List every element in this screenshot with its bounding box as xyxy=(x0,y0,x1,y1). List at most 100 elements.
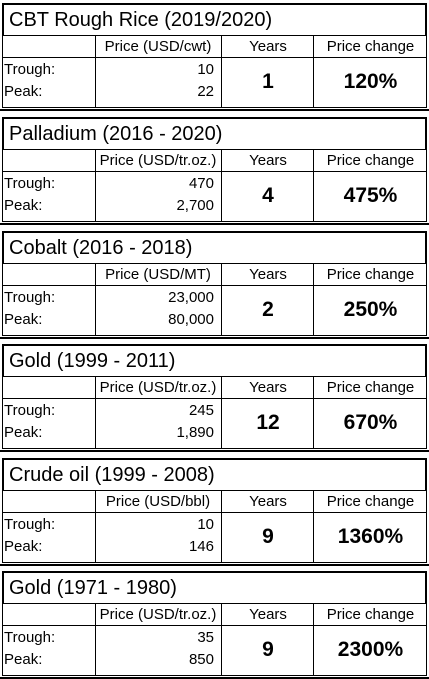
commodity-block: Crude oil (1999 - 2008) Price (USD/bbl) Ye… xyxy=(0,458,429,566)
years-value: 4 xyxy=(262,184,274,207)
price-change-value: 1360% xyxy=(337,525,404,548)
grid-line xyxy=(221,36,222,108)
price-change-column-header: Price change xyxy=(326,493,415,510)
peak-price: 22 xyxy=(197,83,214,100)
block-title: Cobalt (2016 - 2018) xyxy=(2,231,427,264)
years-column-header: Years xyxy=(249,38,287,55)
price-column-header: Price (USD/tr.oz.) xyxy=(99,379,217,396)
grid-line xyxy=(2,171,427,172)
years-column-header: Years xyxy=(249,493,287,510)
trough-label: Trough: xyxy=(4,61,56,78)
years-value: 9 xyxy=(262,638,274,661)
price-change-column-header: Price change xyxy=(326,152,415,169)
block-title: Gold (1971 - 1980) xyxy=(2,571,427,604)
peak-price: 80,000 xyxy=(168,311,214,328)
grid-line xyxy=(426,36,427,108)
trough-price: 23,000 xyxy=(168,289,214,306)
grid-line xyxy=(313,150,314,222)
grid-line xyxy=(313,377,314,449)
block-title: CBT Rough Rice (2019/2020) xyxy=(2,3,427,36)
grid-line xyxy=(2,335,427,336)
grid-line xyxy=(221,264,222,336)
grid-line xyxy=(313,36,314,108)
price-change-value: 120% xyxy=(343,70,398,93)
price-column-header: Price (USD/tr.oz.) xyxy=(99,152,217,169)
grid-line xyxy=(2,398,427,399)
grid-line xyxy=(2,264,3,336)
peak-price: 146 xyxy=(188,538,214,555)
grid-line xyxy=(2,491,3,563)
price-change-column-header: Price change xyxy=(326,606,415,623)
grid-line xyxy=(426,264,427,336)
grid-line xyxy=(2,377,3,449)
grid-line xyxy=(313,491,314,563)
grid-line xyxy=(426,491,427,563)
price-change-value: 475% xyxy=(343,184,398,207)
grid-line xyxy=(2,604,3,676)
peak-label: Peak: xyxy=(4,83,43,100)
commodity-block: Gold (1971 - 1980) Price (USD/tr.oz.) Year… xyxy=(0,571,429,679)
block-bottom-border xyxy=(0,337,429,339)
commodity-block: CBT Rough Rice (2019/2020) Price (USD/cwt… xyxy=(0,3,429,111)
trough-label: Trough: xyxy=(4,629,56,646)
years-value: 2 xyxy=(262,298,274,321)
price-change-value: 250% xyxy=(343,298,398,321)
trough-label: Trough: xyxy=(4,402,56,419)
peak-label: Peak: xyxy=(4,424,43,441)
block-bottom-border xyxy=(0,564,429,566)
trough-price: 470 xyxy=(188,175,214,192)
block-title: Crude oil (1999 - 2008) xyxy=(2,458,427,491)
peak-label: Peak: xyxy=(4,538,43,555)
grid-line xyxy=(426,150,427,222)
trough-price: 10 xyxy=(197,61,214,78)
years-column-header: Years xyxy=(249,606,287,623)
peak-price: 850 xyxy=(188,651,214,668)
price-change-column-header: Price change xyxy=(326,379,415,396)
years-value: 1 xyxy=(262,70,274,93)
peak-label: Peak: xyxy=(4,197,43,214)
commodity-block: Palladium (2016 - 2020) Price (USD/tr.oz.… xyxy=(0,117,429,225)
grid-line xyxy=(95,36,96,108)
grid-line xyxy=(313,604,314,676)
price-change-value: 670% xyxy=(343,411,398,434)
grid-line xyxy=(95,491,96,563)
grid-line xyxy=(221,377,222,449)
grid-line xyxy=(2,150,3,222)
grid-line xyxy=(221,604,222,676)
block-title: Gold (1999 - 2011) xyxy=(2,344,427,377)
grid-line xyxy=(313,264,314,336)
block-title: Palladium (2016 - 2020) xyxy=(2,117,427,150)
grid-line xyxy=(95,604,96,676)
grid-line xyxy=(2,562,427,563)
price-column-header: Price (USD/cwt) xyxy=(104,38,212,55)
grid-line xyxy=(95,377,96,449)
grid-line xyxy=(2,36,3,108)
block-bottom-border xyxy=(0,450,429,452)
grid-line xyxy=(2,448,427,449)
peak-label: Peak: xyxy=(4,311,43,328)
grid-line xyxy=(2,285,427,286)
grid-line xyxy=(2,625,427,626)
years-column-header: Years xyxy=(249,379,287,396)
commodity-block: Gold (1999 - 2011) Price (USD/tr.oz.) Year… xyxy=(0,344,429,452)
trough-label: Trough: xyxy=(4,289,56,306)
grid-line xyxy=(426,604,427,676)
price-change-value: 2300% xyxy=(337,638,404,661)
trough-label: Trough: xyxy=(4,175,56,192)
trough-price: 35 xyxy=(197,629,214,646)
grid-line xyxy=(2,107,427,108)
price-column-header: Price (USD/tr.oz.) xyxy=(99,606,217,623)
years-value: 12 xyxy=(256,411,280,434)
grid-line xyxy=(221,491,222,563)
price-change-column-header: Price change xyxy=(326,38,415,55)
price-column-header: Price (USD/bbl) xyxy=(105,493,211,510)
price-column-header: Price (USD/MT) xyxy=(105,266,211,283)
years-column-header: Years xyxy=(249,266,287,283)
grid-line xyxy=(2,512,427,513)
years-column-header: Years xyxy=(249,152,287,169)
grid-line xyxy=(2,57,427,58)
trough-price: 10 xyxy=(197,516,214,533)
block-bottom-border xyxy=(0,109,429,111)
block-bottom-border xyxy=(0,223,429,225)
